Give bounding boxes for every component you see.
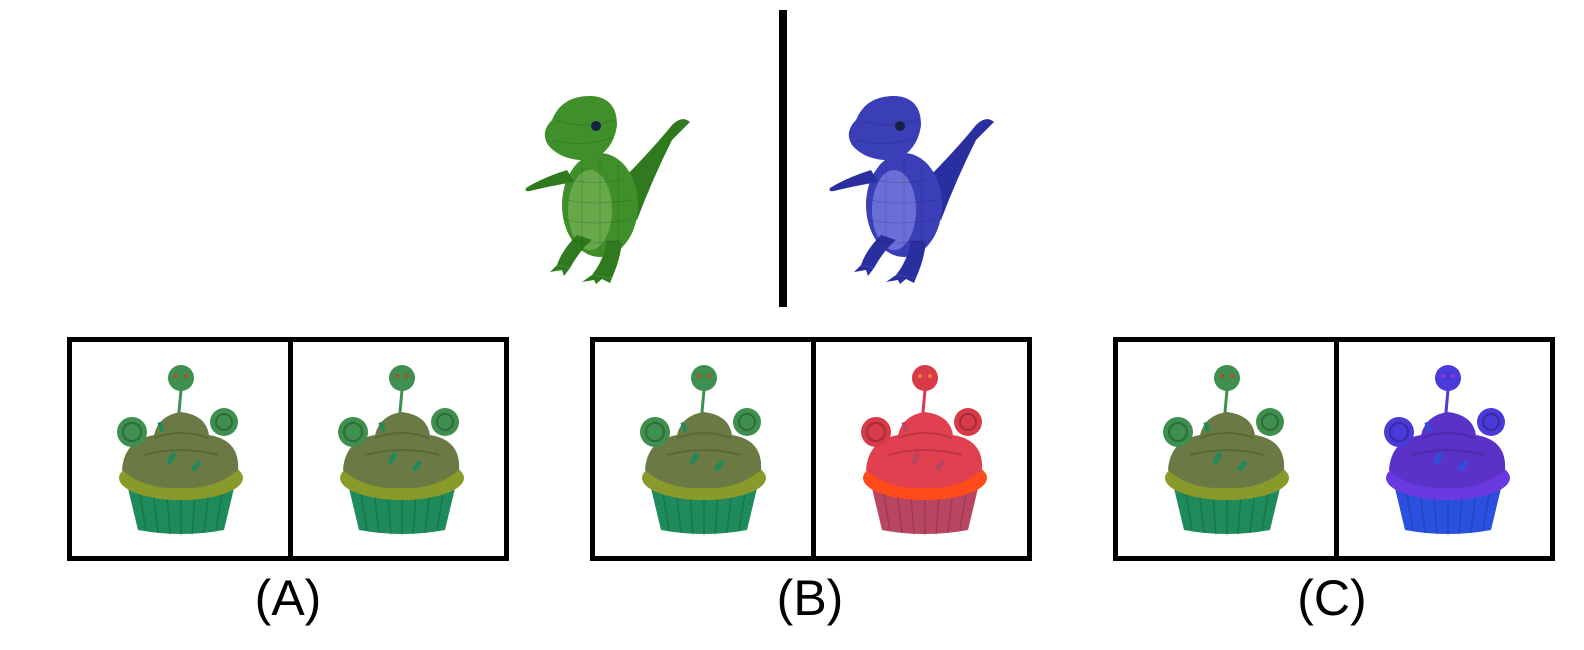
example-divider <box>779 10 787 307</box>
option-c-divider <box>1334 342 1339 556</box>
red-cupcake-icon <box>858 360 992 538</box>
green-cupcake-icon <box>335 360 469 538</box>
green-dinosaur-icon <box>522 90 697 290</box>
option-b-panel[interactable] <box>590 337 1032 561</box>
green-cupcake-icon <box>114 360 248 538</box>
option-b-right-cell <box>816 342 1027 556</box>
option-b-left-cell <box>595 342 811 556</box>
option-b-divider <box>811 342 816 556</box>
option-a-left-cell <box>72 342 288 556</box>
option-c-right-cell <box>1339 342 1550 556</box>
green-cupcake-icon <box>1160 360 1294 538</box>
option-a-divider <box>288 342 293 556</box>
option-a-right-cell <box>293 342 504 556</box>
option-c-panel[interactable] <box>1113 337 1555 561</box>
option-b-label: (B) <box>776 570 844 626</box>
option-a-label: (A) <box>254 570 322 626</box>
blue-dinosaur-icon <box>826 90 1001 290</box>
blue-cupcake-icon <box>1381 360 1515 538</box>
option-c-label: (C) <box>1297 570 1367 626</box>
option-c-left-cell <box>1118 342 1334 556</box>
green-cupcake-icon <box>637 360 771 538</box>
option-a-panel[interactable] <box>67 337 509 561</box>
